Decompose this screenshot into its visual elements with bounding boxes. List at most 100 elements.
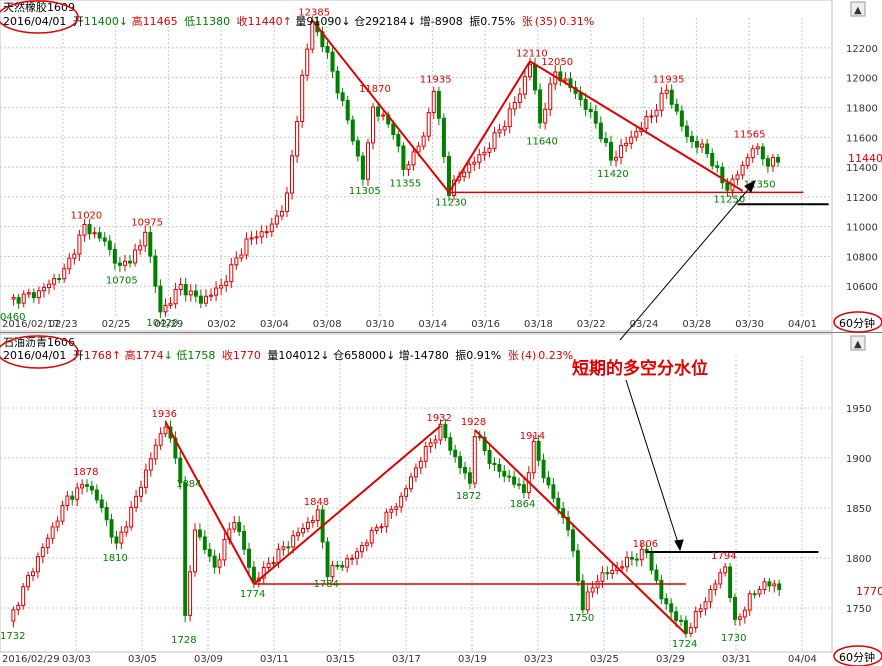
top-candle-body: [674, 103, 679, 112]
bottom-candle-body: [718, 572, 723, 585]
top-x-tick: 02/29: [154, 319, 183, 330]
top-candle-body: [295, 121, 300, 157]
top-candle-body: [381, 114, 386, 117]
bottom-candle-body: [286, 546, 291, 549]
top-candle-body: [47, 283, 52, 289]
bottom-candle-body: [340, 564, 345, 568]
bottom-scroll-button[interactable]: [850, 335, 866, 351]
top-grid: [0, 18, 832, 318]
top-header-oval: [0, 0, 79, 34]
bottom-candle-body: [247, 548, 251, 568]
bottom-period-button[interactable]: 60分钟: [839, 650, 875, 664]
bottom-candle-body: [453, 449, 458, 458]
top-candle-body: [487, 147, 492, 153]
bottom-candle-body: [669, 603, 674, 613]
top-candle-body: [588, 108, 593, 113]
top-x-tick: 03/10: [366, 319, 395, 330]
top-price-label: 11250: [713, 194, 745, 205]
top-price-labels: 11020 10975 10705 10420 0460 12385 11870 11305 1…: [0, 7, 776, 329]
bottom-y-tick: 1900: [846, 454, 871, 465]
bottom-candle-body: [207, 548, 212, 557]
top-candle-body: [472, 161, 477, 165]
bottom-candle-body: [114, 536, 119, 544]
top-y-tick: 11600: [846, 133, 878, 144]
top-candle-body: [16, 297, 21, 304]
bottom-y-tick: 1950: [846, 404, 871, 415]
bottom-price-label: 1774: [240, 589, 265, 600]
bottom-price-label: 1732: [0, 631, 25, 642]
bottom-header-oval: [0, 335, 79, 369]
top-candle-body: [654, 109, 659, 117]
bottom-candle-body: [21, 586, 26, 606]
top-candle-body: [133, 249, 138, 264]
bottom-candle-body: [649, 552, 654, 571]
bottom-candle-body: [31, 571, 35, 577]
bottom-candle-body: [507, 475, 512, 478]
top-candle-body: [350, 119, 355, 142]
top-candle-body: [168, 303, 173, 306]
bottom-candle-body: [242, 531, 247, 550]
top-candle-body: [284, 192, 289, 212]
annotation-arrows: [619, 179, 756, 552]
top-last-price: 11440: [848, 152, 882, 165]
bottom-x-tick: 03/31: [722, 654, 751, 665]
top-candle-body: [659, 92, 664, 111]
top-overlays: [311, 19, 829, 206]
bottom-candle-body: [379, 526, 384, 529]
top-trendline: [529, 60, 744, 192]
top-candle-body: [740, 164, 745, 176]
bottom-candle-body: [742, 609, 747, 618]
top-candle-body: [67, 257, 72, 270]
bottom-candle-body: [178, 457, 183, 484]
bottom-candle-body: [625, 557, 629, 568]
bottom-header-line: 2016/04/01 开1768↑ 高1774↓ 低1758 收1770 量10…: [3, 348, 573, 362]
top-candle-body: [335, 70, 340, 94]
bottom-candle-body: [374, 527, 379, 531]
bottom-candle-body: [556, 497, 561, 510]
top-scroll-button[interactable]: [850, 1, 866, 17]
top-candle-body: [664, 89, 669, 94]
top-header-line: 2016/04/01 开11400↓ 高11465 低11380 收11440↑…: [3, 14, 594, 28]
bottom-candle-body: [497, 464, 502, 472]
top-candle-body: [305, 48, 310, 76]
bottom-candle-body: [301, 527, 305, 534]
bottom-candle-body: [683, 620, 688, 634]
top-scroll-icon: ▲: [854, 5, 862, 16]
top-y-tick: 11200: [846, 193, 878, 204]
top-trendline: [448, 60, 531, 193]
top-y-tick: 10600: [846, 282, 878, 293]
top-candle-body: [264, 231, 269, 234]
top-trendline: [311, 19, 450, 193]
top-x-tick: 03/30: [735, 319, 764, 330]
bottom-price-label: 1864: [510, 499, 535, 510]
bottom-candle-body: [423, 445, 428, 462]
bottom-candle-body: [276, 548, 281, 564]
top-candle-body: [649, 115, 654, 118]
top-candle-body: [679, 110, 684, 127]
bottom-candle-body: [472, 436, 477, 484]
bottom-candle-body: [639, 548, 644, 561]
top-candle-body: [244, 238, 249, 256]
top-candle-body: [279, 210, 284, 217]
top-candle-body: [700, 143, 705, 148]
bottom-candle-body: [212, 555, 217, 568]
bottom-candle-body: [713, 583, 718, 591]
bottom-candle-body: [291, 535, 296, 548]
top-period-button[interactable]: 60分钟: [839, 316, 875, 330]
bottom-candle-body: [634, 558, 639, 561]
top-axis-ticks: 10600 10800 11000 11200 11400 11600 11800 12000…: [2, 44, 878, 330]
bottom-candle-body: [124, 526, 129, 533]
bottom-candle-body: [546, 477, 551, 486]
top-price-label: 10975: [131, 217, 163, 228]
bottom-candle-body: [737, 616, 742, 620]
top-candle-body: [492, 132, 497, 149]
top-candle-body: [183, 284, 188, 296]
bottom-candle-body: [487, 450, 492, 464]
top-candle-body: [325, 45, 330, 53]
top-candle-body: [710, 153, 715, 167]
bottom-candle-body: [163, 426, 168, 435]
top-candle-body: [593, 111, 598, 124]
top-candle-body: [97, 232, 102, 239]
top-candle-body: [290, 155, 295, 194]
bottom-price-label: 1794: [711, 551, 736, 562]
